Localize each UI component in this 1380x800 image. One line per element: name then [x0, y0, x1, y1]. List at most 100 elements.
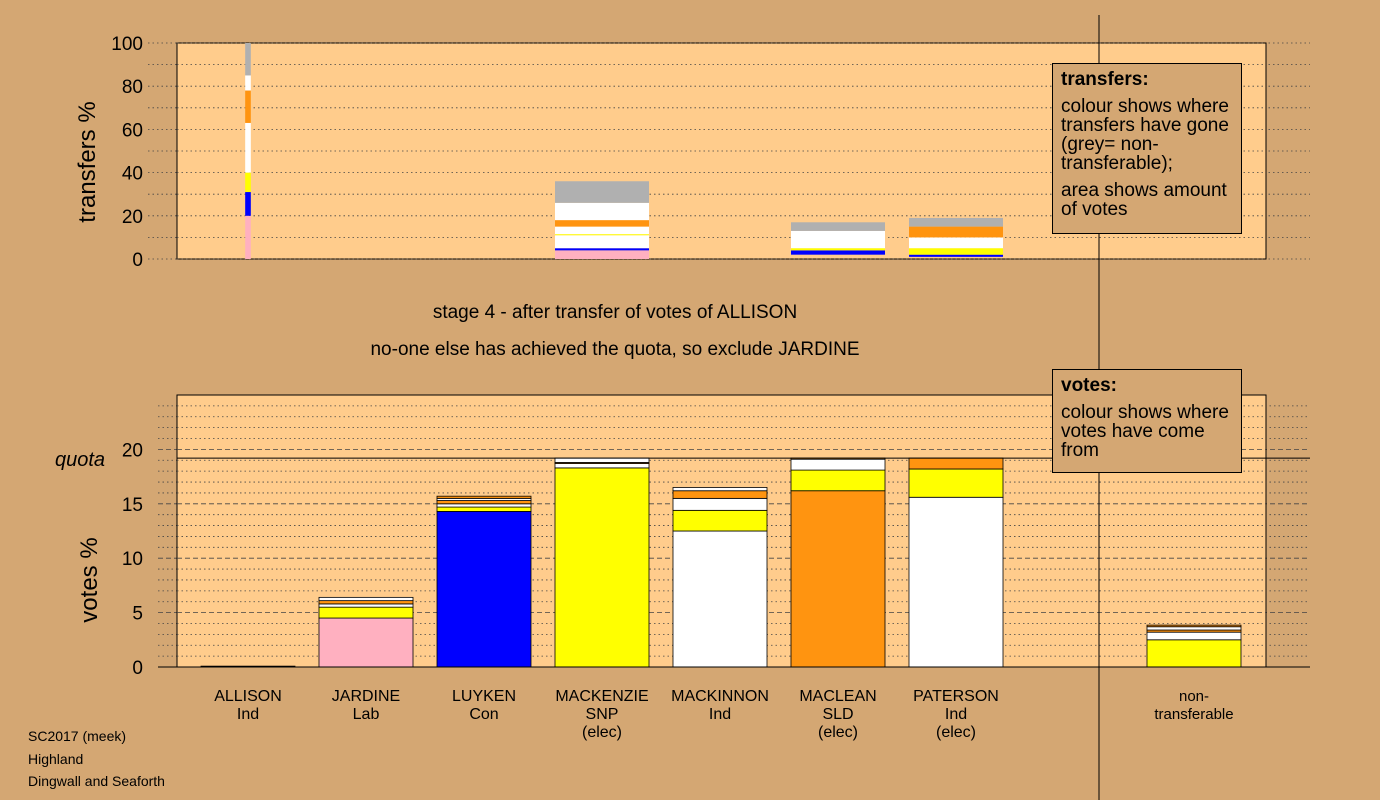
- vote-segment-white: [318, 603, 414, 608]
- vote-segment-yellow: [436, 506, 532, 512]
- transfer-segment-orange: [909, 226, 1003, 238]
- vote-segment-yellow: [554, 467, 650, 668]
- transfers-y-axis: 0 20 40 60 80 100: [111, 34, 143, 271]
- ward-name: Dingwall and Seaforth: [28, 773, 165, 789]
- candidate-label-line: LUYKEN: [452, 688, 516, 705]
- vote-segment-yellow: [908, 468, 1004, 498]
- votes-tick-label: 0: [132, 658, 143, 679]
- vote-segment-yellow: [1146, 639, 1242, 668]
- exclusion-caption: no-one else has achieved the quota, so e…: [370, 339, 860, 360]
- transfer-segment-grey: [245, 43, 251, 76]
- candidate-labels: ALLISONIndJARDINELabLUYKENConMACKENZIESN…: [214, 688, 1233, 741]
- transfer-segment-yellow: [245, 172, 251, 193]
- vote-segment-orange: [790, 490, 886, 668]
- transfer-segment-grey: [909, 217, 1003, 227]
- transfers-legend-text-2: area shows amount of votes: [1061, 180, 1227, 220]
- transfer-segment-orange: [245, 90, 251, 123]
- transfer-segment-grey: [555, 181, 649, 203]
- candidate-label-line: Ind: [945, 706, 967, 723]
- transfers-legend: transfers: colour shows where transfers …: [1052, 63, 1242, 234]
- candidate-label-line: JARDINE: [332, 688, 400, 705]
- candidate-label-line: (elec): [818, 724, 858, 741]
- votes-legend-title: votes:: [1061, 375, 1117, 396]
- vote-segment-white: [554, 457, 650, 463]
- transfers-y-label: transfers %: [74, 101, 101, 222]
- quota-label: quota: [55, 449, 105, 471]
- transfer-segment-pink: [555, 250, 649, 259]
- transfer-segment-orange: [555, 220, 649, 227]
- vote-segment-white: [908, 496, 1004, 668]
- transfers-tick-label: 60: [122, 120, 143, 141]
- transfers-tick-label: 80: [122, 77, 143, 98]
- vote-segment-white: [436, 503, 532, 508]
- vote-segment-orange: [436, 500, 532, 505]
- vote-segment-white: [1146, 631, 1242, 641]
- vote-segment-orange: [672, 490, 768, 499]
- candidate-label-line: PATERSON: [913, 688, 999, 705]
- votes-tick-label: 10: [122, 549, 143, 570]
- vote-segment-pink: [318, 617, 414, 668]
- transfer-segment-yellow: [909, 248, 1003, 255]
- transfers-tick-label: 20: [122, 207, 143, 228]
- votes-y-axis: 0 5 10 15 20: [122, 440, 143, 679]
- vote-segment-white: [672, 497, 768, 511]
- votes-tick-label: 20: [122, 440, 143, 461]
- transfers-legend-title: transfers:: [1061, 69, 1149, 90]
- transfers-tick-label: 0: [132, 250, 143, 271]
- votes-tick-label: 5: [132, 604, 143, 625]
- votes-bar-non-transferable: [1146, 624, 1242, 668]
- votes-legend: votes: colour shows where votes have com…: [1052, 369, 1242, 473]
- transfer-segment-grey: [791, 222, 885, 231]
- transfer-segment-blue: [791, 250, 885, 255]
- stage-caption: stage 4 - after transfer of votes of ALL…: [432, 302, 798, 323]
- transfers-grid-inside: [177, 42, 1266, 260]
- vote-segment-white: [318, 596, 414, 602]
- transfer-segment-white: [791, 230, 885, 249]
- votes-legend-text: colour shows where votes have come from: [1061, 402, 1229, 461]
- candidate-label-line: Lab: [353, 706, 380, 723]
- vote-segment-white: [1146, 626, 1242, 631]
- votes-bars: [158, 457, 1310, 668]
- candidate-label-line: SLD: [822, 706, 853, 723]
- vote-segment-orange: [908, 457, 1004, 470]
- vote-segment-white: [672, 530, 768, 668]
- candidate-label-line: MACLEAN: [799, 688, 876, 705]
- transfer-segment-blue: [245, 192, 251, 216]
- candidate-label-line: non-: [1179, 688, 1209, 705]
- candidate-label-line: (elec): [936, 724, 976, 741]
- vote-segment-orange: [1146, 624, 1242, 628]
- candidate-label-line: MACKENZIE: [555, 688, 648, 705]
- vote-segment-yellow: [790, 469, 886, 492]
- candidate-label-line: Ind: [237, 706, 259, 723]
- vote-segment-yellow: [672, 509, 768, 532]
- transfers-tick-label: 40: [122, 164, 143, 185]
- transfer-segment-white: [245, 122, 251, 173]
- vote-segment-orange: [436, 495, 532, 499]
- transfer-segment-white: [555, 226, 649, 235]
- transfers-bars: [245, 43, 1003, 259]
- transfers-tick-label: 100: [111, 34, 143, 55]
- candidate-label-line: ALLISON: [214, 688, 282, 705]
- transfers-legend-text-1: colour shows where transfers have gone (…: [1061, 96, 1229, 174]
- transfer-segment-white: [245, 75, 251, 91]
- candidate-label-line: Ind: [709, 706, 731, 723]
- transfer-segment-white: [555, 202, 649, 221]
- votes-tick-label: 15: [122, 495, 143, 516]
- votes-y-label: votes %: [76, 537, 103, 622]
- transfer-segment-blue: [555, 248, 649, 251]
- transfer-segment-yellow: [791, 248, 885, 251]
- candidate-label-line: Con: [469, 706, 498, 723]
- votes-bar-mackinnon: [672, 487, 768, 668]
- votes-bar-maclean: [790, 457, 886, 668]
- transfer-segment-yellow: [555, 234, 649, 236]
- votes-bar-mackenzie: [554, 457, 650, 668]
- votes-bar-jardine: [318, 596, 414, 668]
- council-name: Highland: [28, 751, 84, 767]
- transfer-segment-blue: [909, 254, 1003, 257]
- vote-segment-yellow: [318, 606, 414, 619]
- vote-segment-blue: [436, 511, 532, 668]
- transfer-segment-pink: [245, 215, 251, 259]
- votes-bar-luyken: [436, 495, 532, 668]
- candidate-label-line: SNP: [586, 706, 619, 723]
- vote-segment-white: [790, 458, 886, 471]
